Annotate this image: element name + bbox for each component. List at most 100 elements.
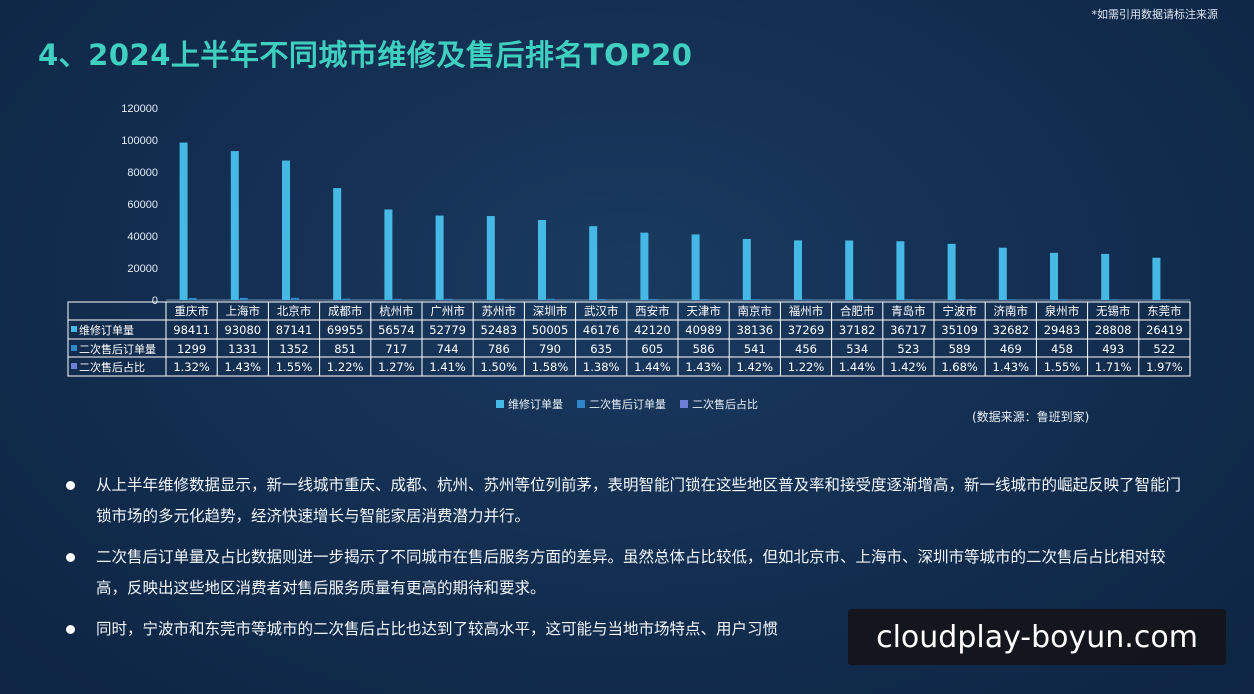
legend-label-ratio: 二次售后占比 xyxy=(692,398,758,411)
data-label-ratio: 1.22% xyxy=(788,360,825,374)
citation-note: *如需引用数据请标注来源 xyxy=(1091,8,1219,21)
data-label-after-sales: 522 xyxy=(1153,342,1175,356)
data-label-ratio: 1.44% xyxy=(634,360,671,374)
data-label-after-sales: 458 xyxy=(1051,342,1073,356)
y-tick-label: 20000 xyxy=(127,263,158,275)
data-label-repair: 26419 xyxy=(1146,323,1183,337)
bar-after-sales xyxy=(1059,299,1067,300)
bar-after-sales xyxy=(803,299,811,300)
x-tick-label: 北京市 xyxy=(277,304,312,318)
table-key-after-sales-label: 二次售后订单量 xyxy=(79,342,156,356)
legend-item-after-sales: 二次售后订单量 xyxy=(577,396,666,412)
data-label-ratio: 1.32% xyxy=(173,360,210,374)
y-tick-label: 0 xyxy=(152,295,158,307)
data-label-ratio: 1.50% xyxy=(481,360,518,374)
x-tick-label: 无锡市 xyxy=(1096,304,1131,318)
bar-repair xyxy=(384,209,393,300)
data-label-after-sales: 635 xyxy=(590,342,612,356)
x-tick-label: 武汉市 xyxy=(584,304,619,318)
x-tick-label: 宁波市 xyxy=(942,304,977,318)
watermark-banner: cloudplay-boyun.com xyxy=(848,609,1226,665)
bar-repair xyxy=(179,142,188,300)
bar-after-sales xyxy=(495,298,504,300)
chart-legend: 维修订单量 二次售后订单量 二次售后占比 xyxy=(496,396,758,412)
bar-after-sales xyxy=(905,299,914,300)
y-tick-label: 80000 xyxy=(127,167,158,179)
bar-repair xyxy=(896,241,905,300)
bullet-dot-icon xyxy=(66,625,75,634)
legend-label-after-sales: 二次售后订单量 xyxy=(589,398,666,411)
bullet-dot-icon xyxy=(66,481,75,490)
data-label-repair: 98411 xyxy=(173,323,210,337)
list-item: 同时，宁波市和东莞市等城市的二次售后占比也达到了较高水平，这可能与当地市场特点、… xyxy=(66,614,1186,645)
bar-after-sales xyxy=(393,298,402,300)
bar-repair xyxy=(845,240,854,300)
bar-after-sales xyxy=(547,298,555,300)
data-label-after-sales: 605 xyxy=(641,342,663,356)
data-label-after-sales: 1352 xyxy=(279,342,308,356)
x-tick-label: 南京市 xyxy=(738,304,773,318)
x-tick-label: 东莞市 xyxy=(1147,304,1182,318)
data-label-ratio: 1.43% xyxy=(225,360,262,374)
y-tick-label: 40000 xyxy=(127,231,158,243)
data-label-after-sales: 469 xyxy=(1000,342,1022,356)
legend-label-repair: 维修订单量 xyxy=(508,398,563,411)
data-label-ratio: 1.43% xyxy=(685,360,722,374)
data-label-repair: 29483 xyxy=(1044,323,1081,337)
bar-after-sales xyxy=(291,297,299,300)
bar-repair xyxy=(435,215,444,300)
x-tick-label: 上海市 xyxy=(226,304,261,318)
x-tick-label: 成都市 xyxy=(328,304,363,318)
data-label-repair: 52483 xyxy=(481,323,518,337)
data-label-after-sales: 534 xyxy=(846,342,868,356)
bar-repair xyxy=(486,216,495,300)
data-label-after-sales: 744 xyxy=(437,342,459,356)
bar-after-sales xyxy=(700,299,709,300)
bar-after-sales xyxy=(1007,299,1016,300)
data-label-repair: 46176 xyxy=(583,323,620,337)
bar-chart: 0 20000 40000 60000 80000 100000 120000 重庆市 9841… xyxy=(71,103,1190,374)
data-label-repair: 93080 xyxy=(225,323,262,337)
x-tick-label: 深圳市 xyxy=(533,304,568,318)
bar-after-sales xyxy=(598,298,607,300)
x-tick-label: 广州市 xyxy=(430,304,465,318)
data-label-after-sales: 456 xyxy=(795,342,817,356)
bar-repair xyxy=(1101,253,1110,300)
data-label-ratio: 1.55% xyxy=(1044,360,1081,374)
table-key-repair-swatch xyxy=(71,326,77,332)
x-tick-label: 杭州市 xyxy=(379,304,414,318)
analysis-list: 从上半年维修数据显示，新一线城市重庆、成都、杭州、苏州等位列前茅，表明智能门锁在… xyxy=(66,470,1186,655)
x-tick-label: 合肥市 xyxy=(840,304,875,318)
data-label-after-sales: 790 xyxy=(539,342,561,356)
bar-after-sales xyxy=(188,297,197,300)
bar-repair xyxy=(282,160,290,300)
bar-after-sales xyxy=(342,298,351,300)
x-tick-label: 济南市 xyxy=(994,304,1029,318)
data-label-repair: 40989 xyxy=(685,323,722,337)
data-label-repair: 38136 xyxy=(737,323,774,337)
page-title: 4、2024上半年不同城市维修及售后排名TOP20 xyxy=(38,38,693,72)
data-label-repair: 37269 xyxy=(788,323,825,337)
x-tick-label: 青岛市 xyxy=(891,304,926,318)
bar-repair xyxy=(998,247,1007,300)
bar-after-sales xyxy=(956,299,965,300)
data-label-ratio: 1.44% xyxy=(839,360,876,374)
bar-after-sales xyxy=(1161,299,1170,300)
bar-repair xyxy=(640,232,649,300)
data-label-after-sales: 1299 xyxy=(177,342,206,356)
x-tick-label: 福州市 xyxy=(789,304,824,318)
table-key-repair-label: 维修订单量 xyxy=(79,323,134,337)
data-label-after-sales: 541 xyxy=(744,342,766,356)
bar-repair xyxy=(691,234,700,300)
bar-repair xyxy=(538,219,546,300)
data-label-repair: 32682 xyxy=(993,323,1030,337)
data-label-ratio: 1.41% xyxy=(429,360,466,374)
bar-after-sales xyxy=(649,299,658,300)
y-tick-label: 100000 xyxy=(121,135,158,147)
data-label-after-sales: 786 xyxy=(488,342,510,356)
y-tick-label: 120000 xyxy=(121,103,158,115)
x-tick-label: 天津市 xyxy=(686,304,721,318)
data-label-repair: 50005 xyxy=(532,323,569,337)
data-label-ratio: 1.68% xyxy=(941,360,978,374)
bar-after-sales xyxy=(854,299,863,300)
